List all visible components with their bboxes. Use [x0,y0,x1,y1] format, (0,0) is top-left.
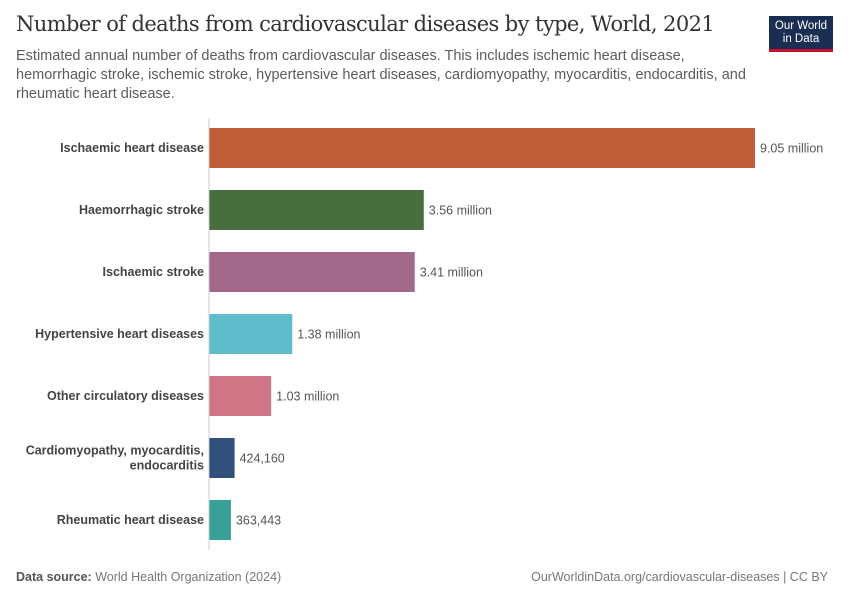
logo-line-1: Our World [774,20,828,32]
category-label: Other circulatory diseases [47,389,204,403]
bar[interactable] [209,500,231,540]
bar[interactable] [209,128,755,168]
source-value[interactable]: World Health Organization (2024) [95,570,282,584]
value-label: 3.41 million [420,266,483,280]
logo-line-2: in Data [782,33,820,45]
bar[interactable] [209,438,235,478]
category-label: Haemorrhagic stroke [79,203,204,217]
data-source: Data source: World Health Organization (… [16,570,281,584]
chart-title: Number of deaths from cardiovascular dis… [16,12,715,36]
chart-subtitle: Estimated annual number of deaths from c… [16,48,746,102]
category-label: endocarditis [130,459,204,473]
bar[interactable] [209,314,293,354]
source-url[interactable]: OurWorldinData.org/cardiovascular-diseas… [531,570,828,584]
category-label: Hypertensive heart diseases [35,327,204,341]
category-label: Cardiomyopathy, myocarditis, [26,444,204,458]
value-label: 3.56 million [429,204,492,218]
owid-logo[interactable]: Our World in Data [769,16,833,52]
category-label: Ischaemic heart disease [60,141,204,155]
source-label: Data source: [16,570,92,584]
value-label: 1.03 million [276,390,339,404]
value-label: 9.05 million [760,142,823,156]
value-label: 1.38 million [297,328,360,342]
value-label: 363,443 [236,514,281,528]
bar[interactable] [209,190,424,230]
bar[interactable] [209,376,272,416]
category-label: Rheumatic heart disease [57,513,204,527]
category-label: Ischaemic stroke [103,265,204,279]
bar[interactable] [209,252,415,292]
value-label: 424,160 [240,452,285,466]
